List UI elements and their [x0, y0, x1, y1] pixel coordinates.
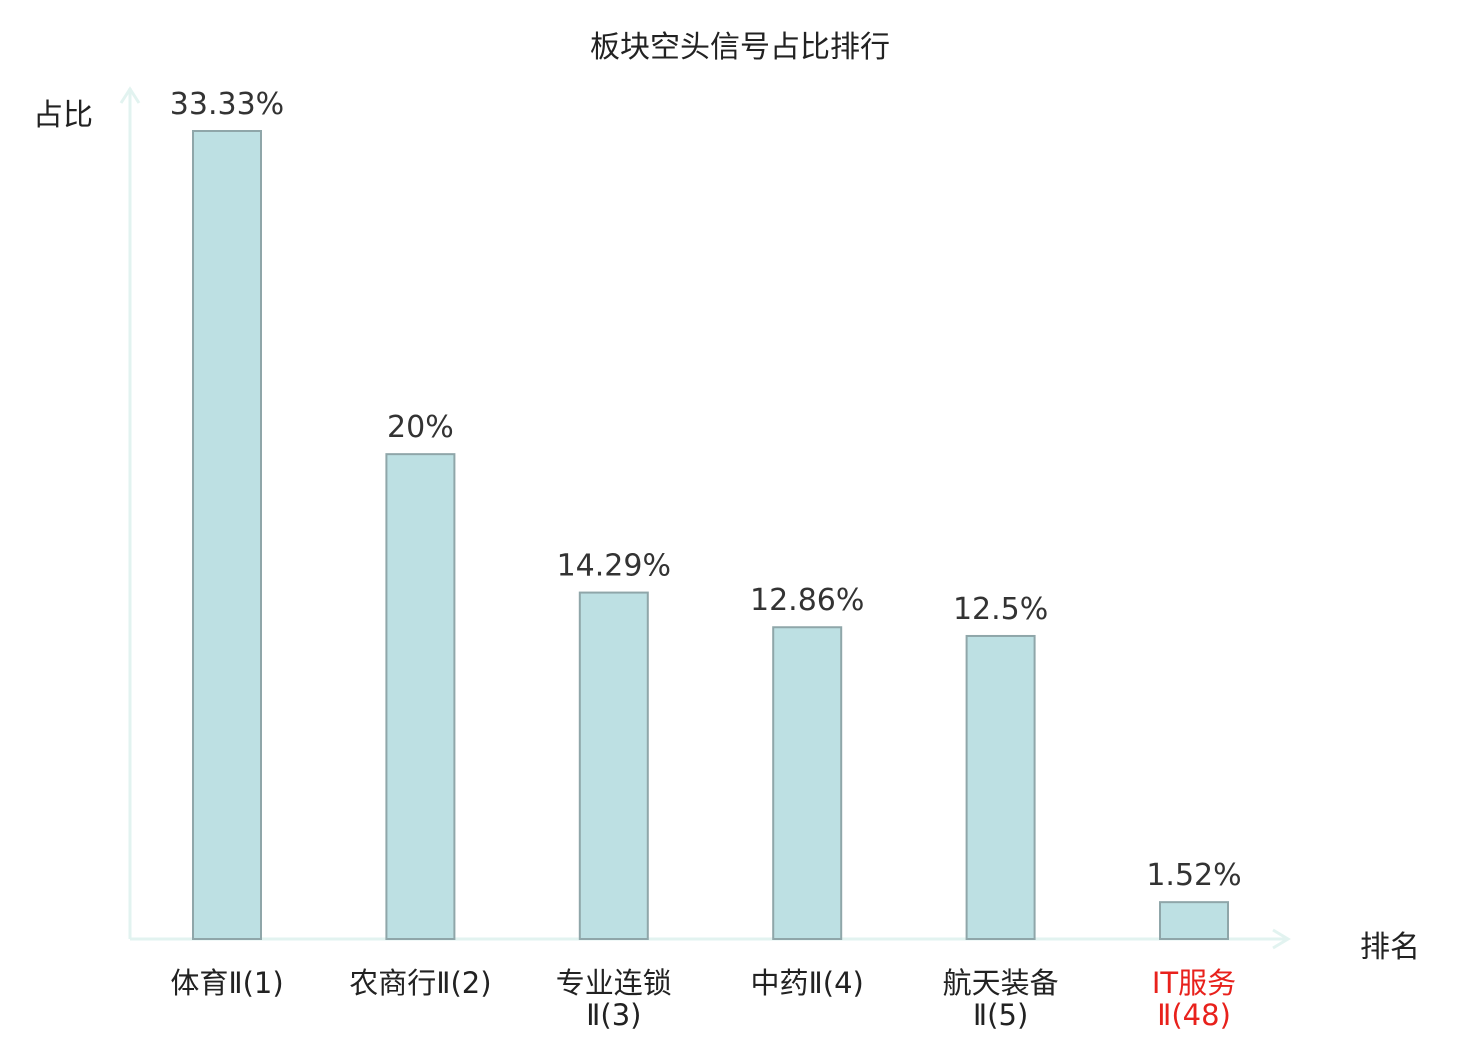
x-tick-label-1: 体育Ⅱ(1) — [170, 966, 283, 1000]
y-axis-arrow — [119, 86, 141, 104]
bar-2 — [385, 453, 456, 940]
x-tick-label-4: 中药Ⅱ(4) — [751, 966, 864, 1000]
x-tick-label-6-line-1: IT服务 — [1152, 966, 1236, 1000]
value-label-3: 14.29% — [557, 549, 671, 584]
bar-6 — [1159, 901, 1229, 940]
value-label-5: 12.5% — [953, 592, 1048, 627]
value-label-2: 20% — [387, 410, 454, 445]
x-tick-label-6-line-2: Ⅱ(48) — [1157, 998, 1231, 1032]
x-tick-label-5-line-2: Ⅱ(5) — [973, 998, 1028, 1032]
x-tick-label-3-line-1: 专业连锁 — [556, 966, 672, 1000]
x-axis-arrow — [1272, 928, 1291, 950]
value-label-6: 1.52% — [1146, 858, 1241, 893]
y-axis-title: 占比 — [33, 98, 93, 133]
value-label-1: 33.33% — [170, 87, 284, 122]
value-label-4: 12.86% — [750, 583, 864, 618]
x-axis-title: 排名 — [1360, 930, 1420, 965]
bar-5 — [965, 634, 1036, 941]
bar-1 — [192, 130, 262, 940]
bar-4 — [772, 626, 843, 940]
x-tick-label-3-line-2: Ⅱ(3) — [586, 998, 641, 1032]
bar-3 — [578, 591, 649, 940]
x-tick-label-5-line-1: 航天装备 — [943, 966, 1059, 1000]
chart-title: 板块空头信号占比排行 — [590, 30, 890, 65]
x-tick-label-2: 农商行Ⅱ(2) — [349, 966, 491, 1000]
